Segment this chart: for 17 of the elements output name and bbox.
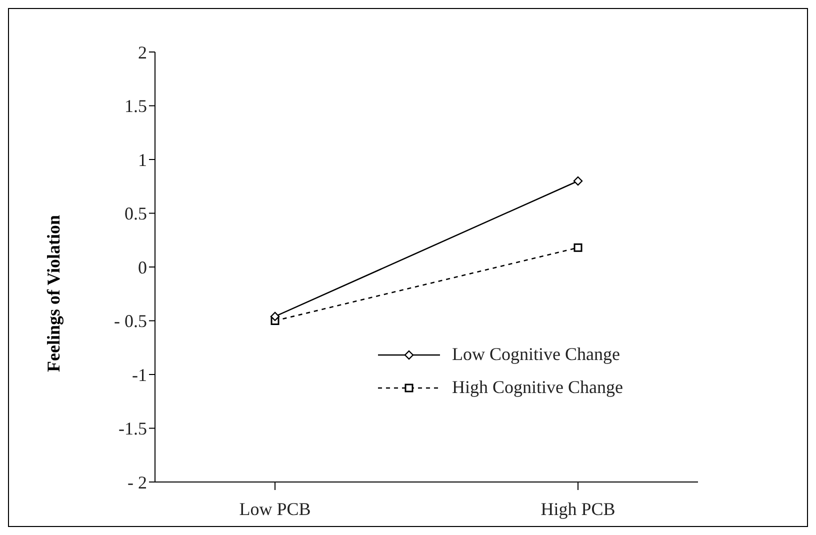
point xyxy=(270,312,280,322)
y-tick-label: -1.5 xyxy=(118,418,147,439)
y-tick-label: -1 xyxy=(132,364,147,385)
y-tick-label: 1.5 xyxy=(124,96,147,116)
y-tick-label: 2 xyxy=(138,42,147,62)
legend-label: Low Cognitive Change xyxy=(452,344,620,365)
y-tick-label: 0.5 xyxy=(124,204,147,224)
y-tick-label: - 2 xyxy=(128,472,147,492)
x-tick-label: High PCB xyxy=(540,498,616,519)
y-axis-title: Feelings of Violation xyxy=(43,215,64,372)
point xyxy=(574,243,582,252)
y-tick-label: 1 xyxy=(138,150,147,170)
x-tick-label: Low PCB xyxy=(239,498,311,519)
y-tick-label: 0 xyxy=(138,257,147,278)
legend-label: High Cognitive Change xyxy=(452,377,623,398)
y-tick-label: - 0.5 xyxy=(114,311,147,332)
point xyxy=(573,176,583,186)
